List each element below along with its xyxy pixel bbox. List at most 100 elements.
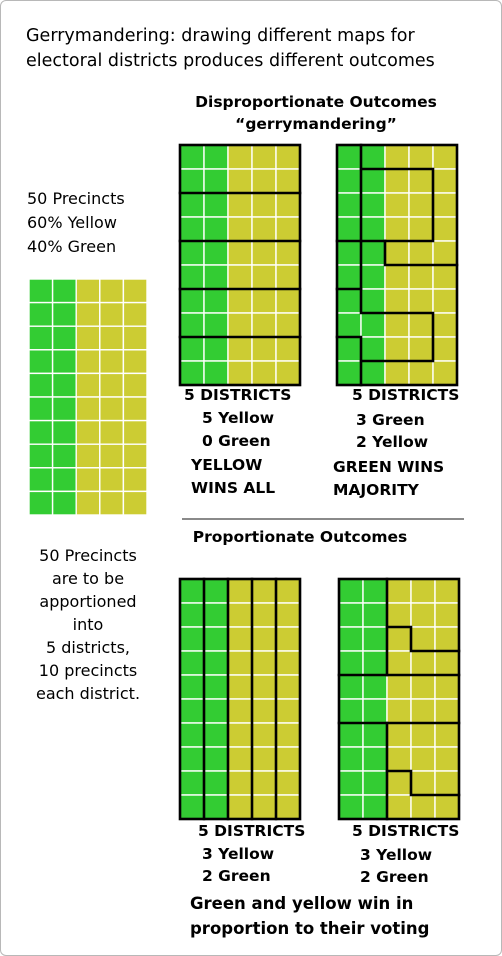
- summary-line-1: 50 Precincts: [27, 189, 125, 208]
- green-precinct: [203, 674, 229, 700]
- yellow-precinct: [434, 746, 460, 772]
- yellow-precinct: [408, 168, 434, 194]
- green-precinct: [51, 349, 77, 375]
- yellow-precinct: [75, 325, 101, 351]
- green-precinct: [362, 578, 388, 604]
- yellow-precinct: [251, 216, 277, 242]
- yellow-precinct: [251, 312, 277, 338]
- result-green: 2 Green: [360, 868, 429, 886]
- green-precinct: [51, 278, 77, 304]
- districts-label: 5 DISTRICTS: [352, 386, 460, 404]
- yellow-precinct: [122, 278, 148, 304]
- green-precinct: [51, 372, 77, 398]
- yellow-precinct: [386, 722, 412, 748]
- yellow-precinct: [432, 240, 458, 266]
- green-precinct: [360, 144, 386, 170]
- yellow-precinct: [408, 192, 434, 218]
- yellow-precinct: [251, 722, 277, 748]
- yellow-precinct: [386, 650, 412, 676]
- yellow-precinct: [122, 419, 148, 445]
- green-precinct: [360, 192, 386, 218]
- yellow-precinct: [227, 288, 253, 314]
- yellow-precinct: [432, 264, 458, 290]
- yellow-precinct: [386, 626, 412, 652]
- green-precinct: [203, 770, 229, 796]
- green-precinct: [203, 650, 229, 676]
- district-map-proportional-columns: [178, 577, 302, 821]
- yellow-precinct: [384, 216, 410, 242]
- yellow-precinct: [275, 312, 301, 338]
- yellow-precinct: [275, 626, 301, 652]
- green-precinct: [362, 626, 388, 652]
- green-precinct: [28, 372, 54, 398]
- yellow-precinct: [410, 794, 436, 820]
- green-precinct: [179, 698, 205, 724]
- green-precinct: [203, 698, 229, 724]
- green-precinct: [179, 216, 205, 242]
- yellow-precinct: [227, 192, 253, 218]
- yellow-precinct: [384, 144, 410, 170]
- yellow-precinct: [434, 698, 460, 724]
- yellow-precinct: [99, 396, 125, 422]
- yellow-precinct: [432, 360, 458, 386]
- district-boundary: [385, 721, 461, 797]
- green-precinct: [203, 192, 229, 218]
- green-precinct: [336, 240, 362, 266]
- green-precinct: [336, 336, 362, 362]
- green-precinct: [362, 794, 388, 820]
- green-precinct: [179, 312, 205, 338]
- yellow-precinct: [75, 490, 101, 516]
- result-yellow: 2 Yellow: [356, 433, 429, 451]
- green-precinct: [28, 467, 54, 493]
- districts-label: 5 DISTRICTS: [352, 822, 460, 840]
- district-boundary: [359, 143, 435, 243]
- yellow-precinct: [275, 722, 301, 748]
- verdict-line-2: WINS ALL: [191, 479, 276, 497]
- yellow-precinct: [275, 578, 301, 604]
- green-precinct: [336, 144, 362, 170]
- result-green: 3 Green: [356, 411, 425, 429]
- green-precinct: [338, 794, 364, 820]
- yellow-precinct: [99, 443, 125, 469]
- green-precinct: [362, 650, 388, 676]
- yellow-precinct: [227, 770, 253, 796]
- green-precinct: [362, 602, 388, 628]
- section-divider: [182, 518, 464, 520]
- green-precinct: [51, 443, 77, 469]
- yellow-precinct: [434, 674, 460, 700]
- yellow-precinct: [99, 349, 125, 375]
- green-precinct: [179, 336, 205, 362]
- yellow-precinct: [275, 264, 301, 290]
- map-border: [178, 143, 302, 387]
- yellow-precinct: [410, 578, 436, 604]
- yellow-precinct: [227, 578, 253, 604]
- green-precinct: [179, 650, 205, 676]
- green-precinct: [203, 722, 229, 748]
- yellow-precinct: [432, 168, 458, 194]
- green-precinct: [338, 578, 364, 604]
- verdict-line-2: MAJORITY: [333, 481, 419, 499]
- yellow-precinct: [227, 144, 253, 170]
- yellow-precinct: [99, 419, 125, 445]
- yellow-precinct: [384, 168, 410, 194]
- green-precinct: [179, 722, 205, 748]
- yellow-precinct: [251, 578, 277, 604]
- yellow-precinct: [227, 168, 253, 194]
- yellow-precinct: [251, 698, 277, 724]
- district-boundary: [335, 287, 435, 363]
- yellow-precinct: [122, 396, 148, 422]
- yellow-precinct: [432, 216, 458, 242]
- yellow-precinct: [384, 336, 410, 362]
- yellow-precinct: [75, 467, 101, 493]
- yellow-precinct: [410, 650, 436, 676]
- yellow-precinct: [75, 278, 101, 304]
- green-precinct: [203, 216, 229, 242]
- green-precinct: [203, 794, 229, 820]
- yellow-precinct: [386, 794, 412, 820]
- yellow-precinct: [275, 192, 301, 218]
- yellow-precinct: [75, 443, 101, 469]
- green-precinct: [336, 264, 362, 290]
- yellow-precinct: [227, 216, 253, 242]
- yellow-precinct: [251, 240, 277, 266]
- yellow-precinct: [251, 626, 277, 652]
